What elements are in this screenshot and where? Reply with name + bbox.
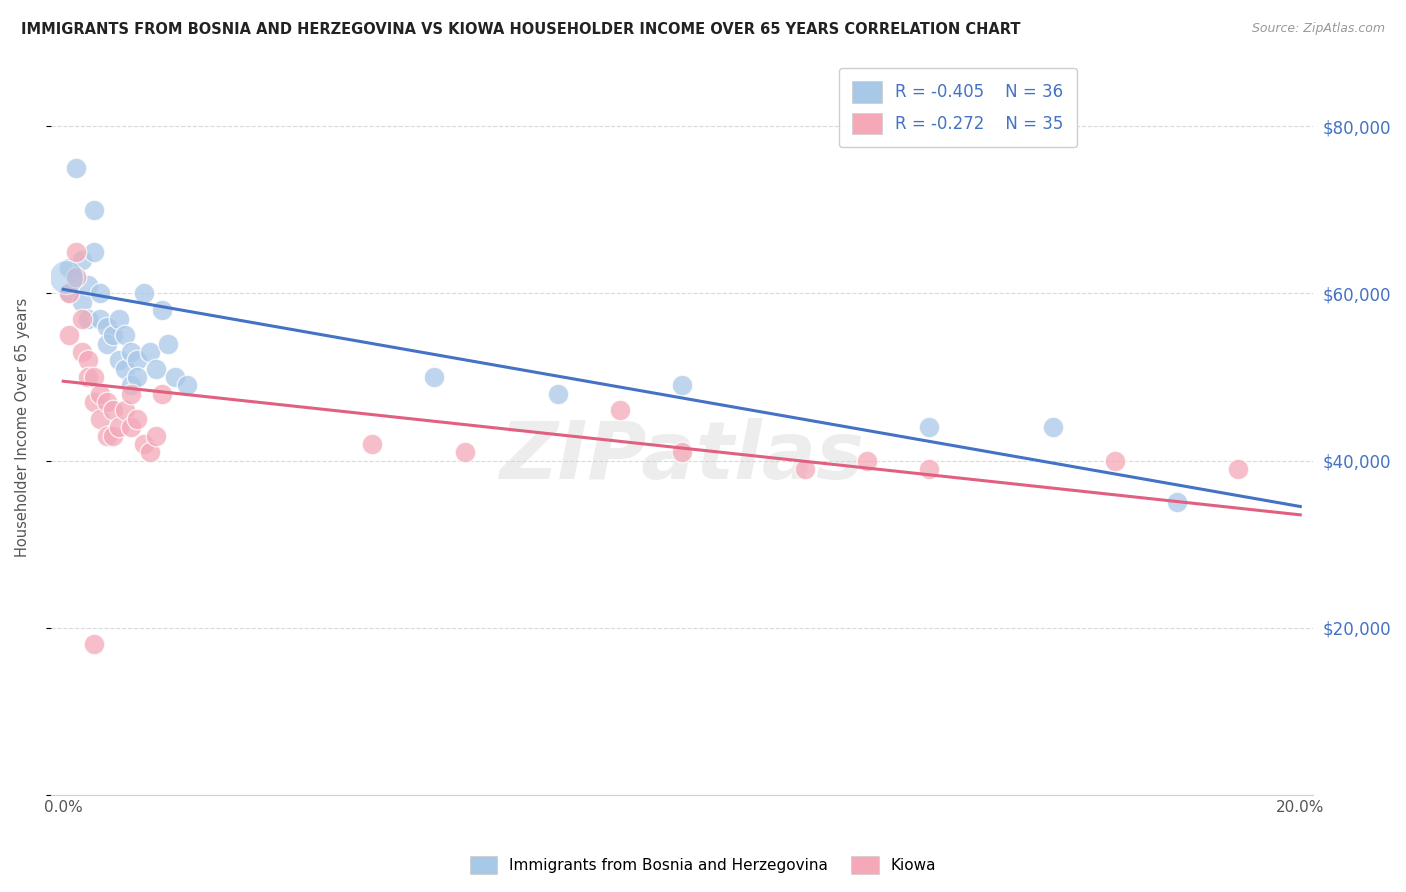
Point (127, 412, 149, 426)
Point (65, 269, 87, 284)
Point (58, 286, 80, 301)
Point (89, 286, 111, 301)
Point (150, 386, 173, 401)
Point (96, 336, 118, 351)
Point (65, 244, 87, 259)
Point (139, 345, 162, 359)
Point (101, 328, 124, 343)
Point (547, 386, 569, 401)
Point (114, 361, 136, 376)
Point (108, 311, 131, 326)
Point (176, 378, 198, 392)
Point (108, 353, 131, 368)
Point (58, 328, 80, 343)
Point (58, 261, 80, 276)
Point (120, 378, 142, 392)
Point (150, 303, 173, 318)
Point (83, 202, 105, 217)
Point (609, 403, 631, 417)
Text: Source: ZipAtlas.com: Source: ZipAtlas.com (1251, 22, 1385, 36)
Point (132, 286, 155, 301)
Point (1166, 495, 1188, 509)
Point (77, 370, 100, 384)
Point (120, 386, 142, 401)
Point (55, 269, 77, 284)
Point (83, 637, 105, 651)
Point (77, 278, 100, 293)
Point (145, 428, 167, 442)
Point (114, 328, 136, 343)
Point (918, 420, 941, 434)
Point (70, 294, 93, 309)
Point (1227, 462, 1250, 476)
Point (157, 336, 180, 351)
Point (120, 420, 142, 434)
Point (77, 311, 100, 326)
Point (139, 445, 162, 459)
Point (1042, 420, 1064, 434)
Text: ZIPatlas: ZIPatlas (499, 417, 865, 496)
Point (127, 353, 149, 368)
Point (918, 462, 941, 476)
Point (1104, 453, 1126, 467)
Point (794, 462, 817, 476)
Point (145, 361, 167, 376)
Point (83, 395, 105, 409)
Legend: Immigrants from Bosnia and Herzegovina, Kiowa: Immigrants from Bosnia and Herzegovina, … (464, 850, 942, 880)
Text: IMMIGRANTS FROM BOSNIA AND HERZEGOVINA VS KIOWA HOUSEHOLDER INCOME OVER 65 YEARS: IMMIGRANTS FROM BOSNIA AND HERZEGOVINA V… (21, 22, 1021, 37)
Point (58, 286, 80, 301)
Point (70, 345, 93, 359)
Point (83, 244, 105, 259)
Point (671, 445, 693, 459)
Point (83, 370, 105, 384)
Point (856, 453, 879, 467)
Point (127, 370, 149, 384)
Point (114, 403, 136, 417)
Point (454, 445, 477, 459)
Point (96, 428, 118, 442)
Point (65, 269, 87, 284)
Point (671, 378, 693, 392)
Point (77, 353, 100, 368)
Point (120, 345, 142, 359)
Point (70, 253, 93, 268)
Point (101, 403, 124, 417)
Point (101, 428, 124, 442)
Point (163, 370, 186, 384)
Point (70, 311, 93, 326)
Point (89, 412, 111, 426)
Point (96, 395, 118, 409)
Point (89, 386, 111, 401)
Legend: R = -0.405    N = 36, R = -0.272    N = 35: R = -0.405 N = 36, R = -0.272 N = 35 (839, 68, 1077, 147)
Point (108, 420, 131, 434)
Y-axis label: Householder Income Over 65 years: Householder Income Over 65 years (15, 298, 30, 557)
Point (132, 437, 155, 451)
Point (65, 161, 87, 176)
Point (361, 437, 384, 451)
Point (96, 319, 118, 334)
Point (423, 370, 446, 384)
Point (89, 311, 111, 326)
